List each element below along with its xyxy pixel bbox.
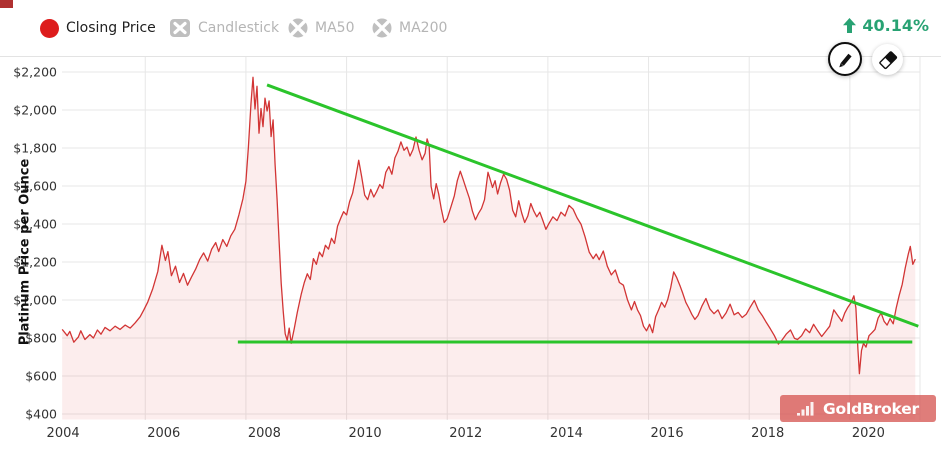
change-percent-value: 40.14%	[862, 16, 929, 35]
x-tick-label: 2016	[651, 426, 684, 441]
goldbroker-watermark: GoldBroker	[780, 395, 936, 422]
x-tick-label: 2018	[751, 426, 784, 441]
candlestick-icon	[169, 18, 191, 38]
arrow-up-icon	[843, 18, 857, 33]
price-change-indicator: 40.14%	[843, 16, 929, 35]
y-tick-label: $600	[25, 368, 57, 383]
y-tick-label: $1,800	[13, 140, 57, 155]
brand-name: GoldBroker	[823, 399, 919, 418]
ma200-icon	[372, 18, 392, 38]
closing-price-dot-icon	[40, 18, 59, 38]
legend-label: MA200	[399, 20, 448, 36]
legend-toggle-candlestick[interactable]: Candlestick	[169, 0, 279, 56]
bar-chart-logo-icon	[797, 402, 814, 416]
x-tick-label: 2014	[550, 426, 583, 441]
y-tick-label: $800	[25, 330, 57, 345]
legend-label: MA50	[315, 20, 355, 36]
eraser-button[interactable]	[872, 44, 903, 75]
ma50-icon	[288, 18, 308, 38]
legend-toggle-closing-price[interactable]: Closing Price	[40, 0, 156, 56]
legend-label: Candlestick	[198, 20, 280, 36]
legend-toggle-ma50[interactable]: MA50	[288, 0, 354, 56]
x-tick-label: 2010	[349, 426, 382, 441]
y-tick-label: $1,600	[13, 178, 57, 193]
x-tick-label: 2004	[47, 426, 80, 441]
y-tick-label: $2,200	[13, 64, 57, 79]
x-tick-label: 2012	[449, 426, 482, 441]
x-tick-label: 2006	[147, 426, 180, 441]
x-tick-label: 2020	[852, 426, 885, 441]
chart-header: Closing Price Candlestick MA50	[0, 0, 941, 57]
y-axis-title: Platinum Price per Ounce	[17, 158, 33, 346]
y-tick-label: $1,400	[13, 216, 57, 231]
legend-label: Closing Price	[66, 20, 156, 36]
eraser-icon	[878, 50, 897, 69]
x-tick-label: 2008	[248, 426, 281, 441]
legend-toggle-ma200[interactable]: MA200	[372, 0, 447, 56]
y-tick-label: $1,000	[13, 292, 57, 307]
draw-pencil-button[interactable]	[828, 42, 862, 76]
y-tick-label: $400	[25, 406, 57, 421]
y-tick-label: $2,000	[13, 102, 57, 117]
price-area-fill	[62, 77, 916, 420]
y-tick-label: $1,200	[13, 254, 57, 269]
descending-resistance-trendline[interactable]	[266, 83, 919, 328]
corner-red-sliver	[0, 0, 13, 8]
pencil-icon	[838, 53, 852, 67]
